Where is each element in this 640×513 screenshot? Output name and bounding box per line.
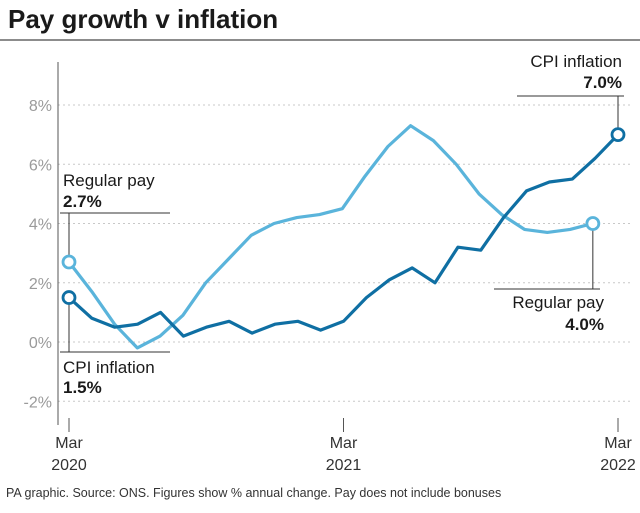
point-cpi-end: [610, 127, 626, 143]
annotation-cpi-end: CPI inflation 7.0%: [530, 52, 622, 92]
x-tick-year: 2022: [600, 457, 636, 474]
chart-title: Pay growth v inflation: [8, 4, 278, 34]
x-tick-year: 2020: [51, 457, 87, 474]
annotation-cpi-start-value: 1.5%: [63, 378, 102, 397]
annotation-leaders: [60, 95, 624, 353]
y-tick-label: 6%: [29, 157, 52, 174]
annotation-cpi-end-label: CPI inflation: [530, 52, 622, 71]
y-tick-label: 2%: [29, 276, 52, 293]
x-tick-year: 2021: [326, 457, 362, 474]
annotation-pay-start-value: 2.7%: [63, 192, 102, 211]
x-tick-month: Mar: [55, 435, 83, 452]
series-markers: [61, 127, 626, 305]
annotation-cpi-start-label: CPI inflation: [63, 358, 155, 377]
y-tick-label: 8%: [29, 98, 52, 115]
gridlines: [58, 104, 632, 402]
x-axis: Mar 2020 Mar 2021 Mar 2022: [51, 418, 636, 474]
annotation-pay-start: Regular pay 2.7%: [63, 171, 155, 211]
annotation-pay-end-label: Regular pay: [512, 293, 604, 312]
annotation-pay-start-label: Regular pay: [63, 171, 155, 190]
y-tick-label: 0%: [29, 335, 52, 352]
y-axis: -2% 0% 2% 4% 6% 8%: [24, 62, 59, 425]
source-note: PA graphic. Source: ONS. Figures show % …: [6, 486, 501, 500]
annotation-pay-end-value: 4.0%: [565, 315, 604, 334]
series-line-cpi: [67, 133, 620, 338]
y-tick-label: -2%: [24, 394, 52, 411]
point-pay-end: [585, 216, 601, 231]
annotation-cpi-end-value: 7.0%: [583, 73, 622, 92]
annotation-pay-end: Regular pay 4.0%: [512, 293, 604, 334]
series-line-pay: [67, 124, 595, 350]
x-tick-month: Mar: [604, 435, 632, 452]
series-lines: [67, 124, 620, 350]
annotation-cpi-start: CPI inflation 1.5%: [63, 358, 155, 397]
x-tick-month: Mar: [330, 435, 358, 452]
y-tick-label: 4%: [29, 217, 52, 234]
point-cpi-start: [61, 290, 77, 305]
point-pay-start: [61, 254, 77, 270]
